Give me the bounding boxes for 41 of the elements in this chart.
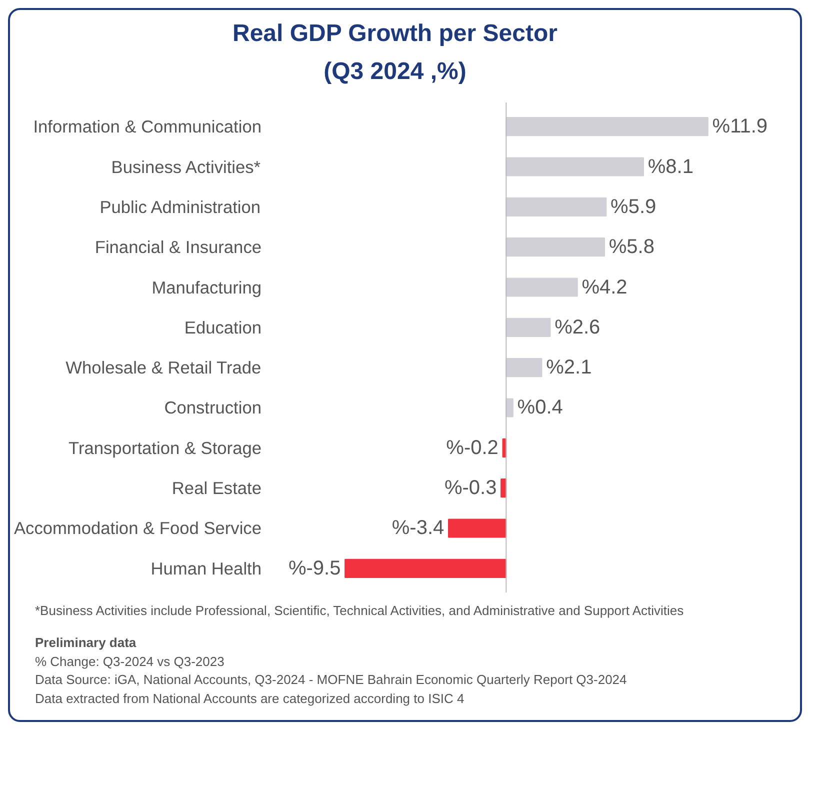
text: % Change: Q3-2024 vs Q3-2023 (35, 652, 226, 671)
data-label: %5.9 (610, 196, 656, 218)
y-tick-label: Construction (164, 398, 262, 418)
bar (448, 518, 507, 538)
y-tick-label: Transportation & Storage (68, 438, 262, 458)
data-label: %8.1 (648, 156, 694, 178)
y-tick-label: Real Estate (172, 478, 262, 498)
data-label: %0.4 (517, 396, 563, 419)
bar (506, 278, 578, 297)
y-tick-label: Education (184, 317, 262, 338)
y-tick-label: Human Health (150, 558, 262, 578)
y-tick-label: Wholesale & Retail Trade (66, 357, 262, 378)
data-label: %11.9 (712, 115, 768, 138)
chart-title: Real GDP Growth per Sector (232, 20, 558, 47)
bar (506, 318, 551, 337)
bar (506, 237, 605, 256)
text: *Business Activities include Professional, Scientific, Technical Activities, and Administrative and Support Activities (35, 602, 685, 620)
data-label: %2.6 (554, 316, 600, 338)
text: Preliminary data (35, 634, 138, 652)
bar (506, 197, 607, 216)
bar (506, 358, 542, 377)
y-tick-label: Public Administration (100, 196, 261, 217)
data-label: %-3.4 (392, 517, 444, 540)
bar (506, 116, 708, 136)
y-tick-label: Information & Communication (33, 116, 262, 136)
source-note: Data Source: iGA, National Accounts, Q3-2024 - MOFNE Bahrain Economic Quarterly Report Q3-2024 (35, 671, 628, 690)
data-label: %-0.2 (446, 436, 498, 459)
data-label: %5.8 (608, 236, 654, 258)
bar (506, 398, 514, 418)
data-label: %4.2 (582, 276, 628, 298)
data-label: %2.1 (546, 356, 592, 378)
y-tick-label: Business Activities* (111, 156, 261, 177)
data-label: %-9.5 (288, 557, 341, 580)
y-tick-label: Accommodation & Food Service (14, 518, 262, 538)
y-tick-label: Manufacturing (152, 277, 262, 298)
chart-subtitle: (Q3 2024 ,%) (324, 58, 466, 86)
data-label: %-0.3 (444, 476, 497, 499)
text: Data extracted from National Accounts are categorized according to ISIC 4 (35, 690, 466, 708)
bar (344, 558, 507, 578)
bar (506, 157, 644, 176)
y-tick-label: Financial & Insurance (94, 236, 262, 257)
